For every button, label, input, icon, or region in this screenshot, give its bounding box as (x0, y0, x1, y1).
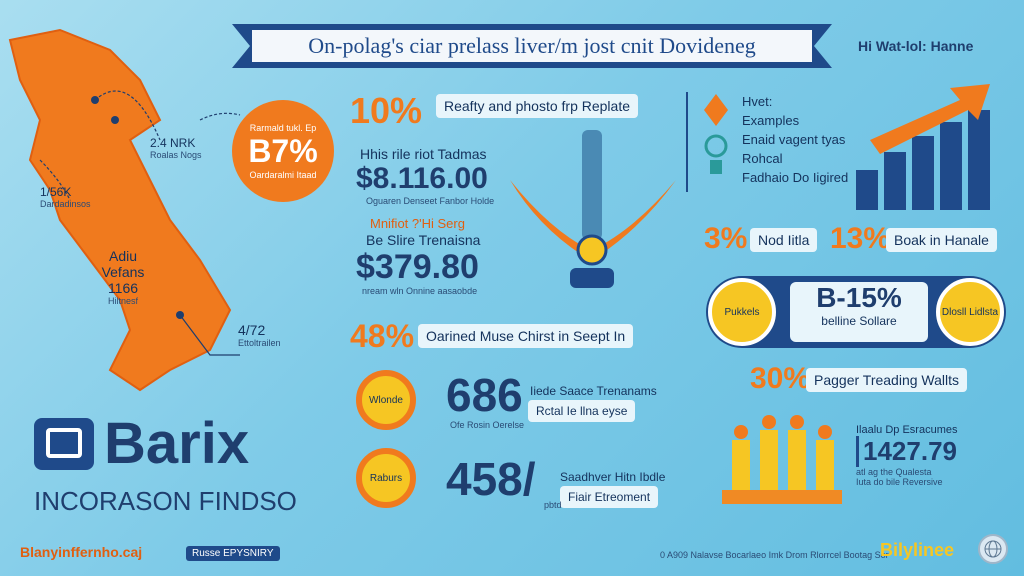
map-callout-circle: Rarmald tukl. Ep B7% Oardaralmi Itaad (232, 100, 334, 202)
map-connector (94, 90, 161, 141)
ornament-graphic (510, 130, 676, 288)
callout-percent: B7% (248, 132, 318, 169)
stat1-sub: Ofe Rosin Oerelse (450, 420, 525, 430)
stat1-label: Rctal Ie llna eyse (528, 400, 636, 422)
tower-top (762, 415, 776, 429)
header-right-tag: Hi Wat-lol: Hanne (858, 38, 974, 54)
lantern-icon (704, 94, 728, 174)
right-list-item: Enaid vagent tyas (742, 132, 846, 147)
right-pct-a: 3% (704, 222, 748, 255)
growth-bar (940, 122, 962, 210)
ornament-stem (582, 130, 602, 240)
ornament-wing-left (510, 180, 590, 260)
right-pct-b-label: Boak in Hanale (886, 228, 997, 252)
stat1-title: Iiede Saace Trenanams (530, 384, 657, 398)
growth-bar (912, 136, 934, 210)
tower-graphic (722, 415, 842, 504)
right-list: Hvet: Examples Enaid vagent tyas Rohcal … (742, 92, 848, 187)
right-list-item: Examples (742, 113, 800, 128)
block-b-subtitle: Be Slire Trenaisna (366, 232, 481, 248)
right-box-title: Ilaalu Dp Esracumes (856, 424, 958, 436)
growth-arrow (870, 84, 990, 154)
ornament-base (570, 268, 614, 288)
stat1-badge-circle: Wlonde (356, 370, 416, 430)
right-box-sub1: atl ag the Qualesta (856, 467, 932, 477)
block-a-sub: Oguaren Denseet Fanbor Holde (366, 196, 495, 206)
tower-base (722, 490, 842, 504)
row2-label: Oarined Muse Chirst in Seept In (418, 324, 634, 348)
tower-column (760, 430, 778, 490)
brand-tagline: INCORASON FINDSO (34, 486, 297, 516)
block-b-sub: nream wln Onnine aasaobde (362, 286, 478, 296)
stat2-badge-circle: Raburs (356, 448, 416, 508)
center-stat-box: B-15% belline Sollare (790, 282, 928, 342)
row1-percent: 10% (350, 90, 423, 131)
block-a-value: $8.116.00 (356, 162, 488, 195)
globe-icon (978, 534, 1008, 564)
header-title: On-polag's ciar prelass liver/m jost cni… (252, 30, 812, 62)
right-coin: Dlosll Lidlsta (936, 278, 1004, 346)
tower-column (816, 440, 834, 490)
block-b-value: $379.80 (356, 248, 479, 286)
map-connector (39, 159, 71, 201)
growth-bar (856, 170, 878, 210)
right-pct-b: 13% (830, 222, 891, 255)
growth-chart-icon (856, 84, 990, 210)
stat2-label: Fiair Etreoment (560, 486, 659, 508)
footer-note: 0 A909 Nalavse Bocarlaeo Imk Drom Rlorrc… (660, 550, 889, 560)
right-row-pct: 30% (750, 362, 811, 395)
stat1-badge-label: Wlonde (369, 394, 403, 406)
growth-bar (968, 110, 990, 210)
left-coin: Pukkels (708, 278, 776, 346)
block-b-title: Mnifiot ?'Hi Serg (370, 216, 465, 231)
tower-column (732, 440, 750, 490)
tower-top (790, 415, 804, 429)
callout-top-label: Rarmald tukl. Ep (249, 122, 317, 133)
right-box-sub2: Iuta do bile Reversive (856, 477, 943, 487)
right-row-label: Pagger Treading Wallts (806, 368, 967, 392)
map-label-3: Adiu Vefans 1166 Hiltnesf (101, 248, 145, 306)
footer-logo: Bilylinee (880, 540, 955, 560)
stat1-value: 686 (446, 369, 523, 421)
footer-badge: Russe EPYSNIRY (186, 546, 280, 561)
map-connector (179, 314, 240, 356)
right-box-value: 1427.79 (856, 436, 976, 467)
brand-name: Barix (104, 411, 250, 476)
map-label-4: 4/72 Ettoltrailen (238, 322, 281, 348)
map-label-1: 2.4 NRK Roalas Nogs (150, 136, 202, 160)
ornament-center (576, 234, 608, 266)
row1-label: Reafty and phosto frp Replate (436, 94, 639, 118)
tower-top (818, 425, 832, 439)
right-list-item: Rohcal (742, 151, 783, 166)
divider (686, 92, 688, 192)
right-list-item: Hvet: (742, 94, 773, 109)
callout-bottom-label: Oardaralmi Itaad (249, 169, 317, 180)
growth-bar (884, 152, 906, 210)
tower-column (788, 430, 806, 490)
row2-percent: 48% (350, 318, 415, 354)
right-box: Ilaalu Dp Esracumes 1427.79 atl ag the Q… (856, 424, 976, 487)
stat2-sub: pbtd (544, 500, 562, 510)
map-label-2: 1/56K Dardadinsos (40, 185, 91, 209)
center-stat-label: belline Sollare (821, 314, 897, 328)
country-map-shape (8, 28, 232, 392)
stat2-badge-label: Raburs (369, 472, 403, 484)
right-list-item: Fadhaio Do Iigired (742, 170, 849, 185)
stat2-title: Saadhver Hitn Ibdle (560, 470, 666, 484)
center-stat-value: B-15% (816, 282, 902, 313)
map-connector (199, 112, 241, 121)
map-pin (111, 116, 119, 124)
right-pct-a-label: Nod Iitla (750, 228, 818, 252)
stat2-value: 458/ (446, 453, 536, 505)
header-ribbon: On-polag's ciar prelass liver/m jost cni… (232, 24, 832, 68)
map-graphic (8, 28, 241, 392)
block-a-title: Hhis rile riot Tadmas (360, 146, 487, 162)
brand-logo-icon (34, 418, 94, 470)
tower-top (734, 425, 748, 439)
footer-website[interactable]: Blanyinffernho.caj (20, 544, 143, 560)
ornament-wing-right (592, 180, 676, 260)
